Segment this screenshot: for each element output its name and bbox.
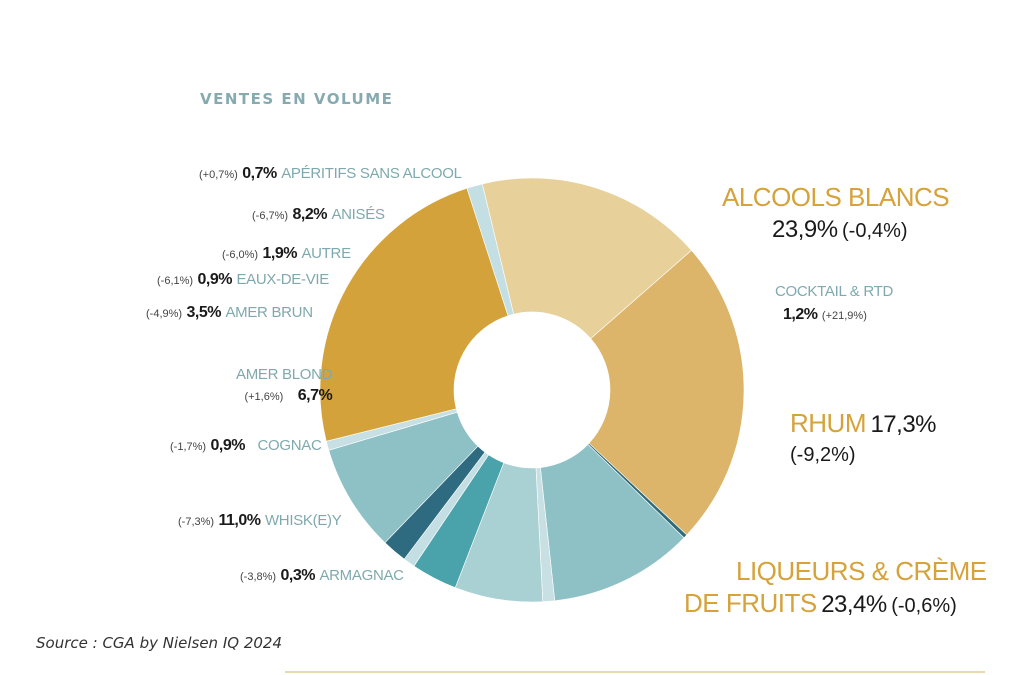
label-name: ALCOOLS BLANCS xyxy=(722,182,950,212)
label-change: (-6,7%) xyxy=(252,210,289,222)
source-note: Source : CGA by Nielsen IQ 2024 xyxy=(36,634,283,652)
label-value: 1,9% xyxy=(262,245,298,262)
label-value: 23,9% xyxy=(772,216,838,243)
label-name: WHISK(E)Y xyxy=(264,512,342,529)
label-change: (+21,9%) xyxy=(821,310,867,322)
label-name: AMER BLOND xyxy=(236,366,333,383)
label-value: 0,9% xyxy=(210,437,246,454)
label-name: APÉRITIFS SANS ALCOOL xyxy=(281,165,462,182)
donut-slice-whisk-e-y xyxy=(540,443,685,602)
label-change: (-1,7%) xyxy=(170,441,207,453)
label-cocktail-rtd: COCKTAIL & RTD 1,2% (+21,9%) xyxy=(775,284,893,323)
label-name: COGNAC xyxy=(257,437,322,454)
label-whisky: (-7,3%) 11,0% WHISK(E)Y xyxy=(178,512,342,529)
chart-title: VENTES EN VOLUME xyxy=(200,90,394,108)
label-aperitifs-sans-alcool: (+0,7%) 0,7% APÉRITIFS SANS ALCOOL xyxy=(199,166,462,182)
label-name: ARMAGNAC xyxy=(319,567,404,584)
donut-slice-liqueurs-creme-de-fruits xyxy=(588,249,745,536)
label-change: (-7,3%) xyxy=(178,516,215,528)
label-name: AMER BRUN xyxy=(225,304,313,321)
label-value: 0,9% xyxy=(197,271,233,288)
label-armagnac: (-3,8%) 0,3% ARMAGNAC xyxy=(240,568,404,584)
label-change: (-9,2%) xyxy=(790,444,856,466)
donut-slice-aperitifs-sans-alcool xyxy=(325,408,458,451)
label-value: 0,7% xyxy=(242,165,277,182)
bottom-divider xyxy=(285,671,985,673)
label-value: 8,2% xyxy=(292,206,328,223)
label-change: (+1,6%) xyxy=(244,391,284,403)
donut-slice-rhum xyxy=(481,177,692,340)
label-anises: (-6,7%) 8,2% ANISÉS xyxy=(252,207,385,223)
label-change: (-6,0%) xyxy=(222,249,259,261)
label-cognac: (-1,7%) 0,9% COGNAC xyxy=(170,437,322,454)
label-name: RHUM xyxy=(790,408,867,438)
label-change: (-6,1%) xyxy=(157,275,194,287)
label-change: (-0,4%) xyxy=(842,220,908,242)
donut-slice-alcools-blancs xyxy=(319,187,509,442)
label-amer-blond: AMER BLOND (+1,6%) 6,7% xyxy=(236,366,333,404)
label-rhum: RHUM 17,3% (-9,2%) xyxy=(790,408,937,466)
label-name-line1: LIQUEURS & CRÈME xyxy=(736,556,987,586)
label-name: AUTRE xyxy=(301,245,351,262)
label-value: 6,7% xyxy=(297,387,333,404)
label-value: 17,3% xyxy=(870,411,937,438)
label-change: (-4,9%) xyxy=(146,308,183,320)
label-value: 23,4% xyxy=(821,591,887,618)
label-alcools-blancs: ALCOOLS BLANCS 23,9% (-0,4%) xyxy=(722,182,950,243)
label-name-line2: DE FRUITS xyxy=(684,588,817,618)
label-change: (-0,6%) xyxy=(891,595,957,617)
label-change: (+0,7%) xyxy=(199,169,238,181)
label-name: ANISÉS xyxy=(331,206,385,223)
label-value: 0,3% xyxy=(280,567,316,584)
label-name: EAUX-DE-VIE xyxy=(236,271,329,288)
label-value: 3,5% xyxy=(186,304,222,321)
label-eaux-de-vie: (-6,1%) 0,9% EAUX-DE-VIE xyxy=(157,272,329,288)
label-name: COCKTAIL & RTD xyxy=(775,283,894,300)
label-amer-brun: (-4,9%) 3,5% AMER BRUN xyxy=(146,305,313,321)
label-change: (-3,8%) xyxy=(240,571,277,583)
label-value: 11,0% xyxy=(218,512,261,529)
label-liqueurs: LIQUEURS & CRÈME DE FRUITS 23,4% (-0,6%) xyxy=(684,558,987,617)
label-value: 1,2% xyxy=(783,306,818,323)
label-autre: (-6,0%) 1,9% AUTRE xyxy=(222,246,351,262)
